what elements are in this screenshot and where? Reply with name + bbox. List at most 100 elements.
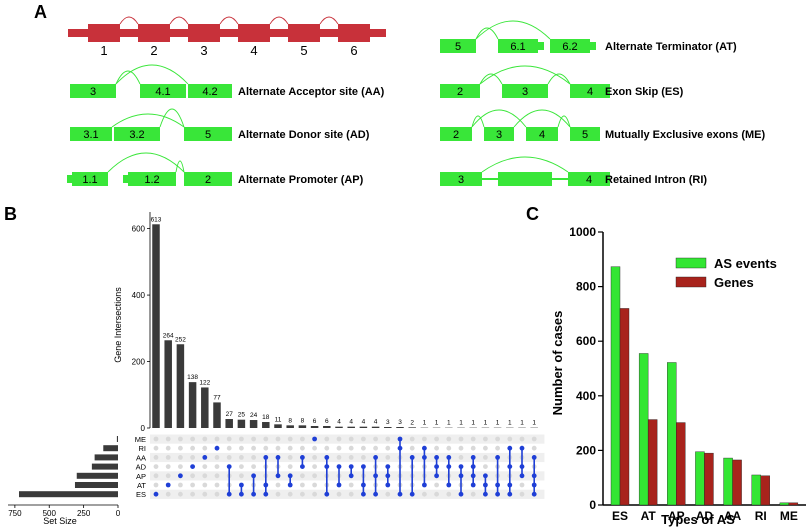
exon-label: 2 — [457, 86, 463, 98]
matrix-row-band — [150, 489, 545, 499]
splice-arc — [471, 109, 527, 128]
matrix-dot-inactive — [190, 436, 196, 442]
set-size-bar — [19, 491, 118, 498]
intersection-value-label: 1 — [459, 420, 463, 427]
intersection-value-label: 1 — [532, 420, 536, 427]
splice-arc — [479, 73, 503, 85]
matrix-dot-inactive — [361, 445, 366, 451]
matrix-dot-inactive — [165, 473, 171, 479]
matrix-dot-inactive — [458, 445, 464, 451]
matrix-dot-inactive — [519, 482, 525, 488]
matrix-dot-inactive — [483, 455, 488, 460]
panel-b-upset-plot: Gene Intersections Set Size 0 200 400 600 ME… — [8, 212, 545, 526]
matrix-dot-inactive — [373, 436, 378, 442]
splice-arc — [475, 20, 551, 40]
intersection-bar — [335, 426, 343, 428]
matrix-dot-inactive — [202, 473, 208, 479]
exon-label: 4 — [539, 129, 545, 141]
matrix-dot-active — [202, 455, 208, 460]
c-bar — [779, 502, 790, 506]
c-bar — [619, 308, 630, 506]
intersection-value-label: 3 — [386, 419, 390, 426]
matrix-dot-inactive — [531, 445, 537, 451]
event-label: Alternate Terminator (AT) — [605, 41, 737, 53]
matrix-dot-inactive — [287, 445, 293, 451]
matrix-dot-inactive — [226, 455, 232, 460]
matrix-dot-inactive — [214, 464, 220, 469]
exon-box — [114, 127, 160, 141]
reference-exon — [138, 24, 170, 42]
matrix-dot-inactive — [214, 455, 220, 460]
intersection-value-label: 4 — [349, 419, 353, 426]
matrix-dot-inactive — [385, 436, 391, 442]
c-x-tick-label: ES — [612, 509, 628, 523]
intersection-bar — [164, 340, 172, 428]
intersection-value-label: 18 — [262, 414, 270, 421]
matrix-dot-inactive — [202, 464, 208, 469]
upset-y-tick-label: 600 — [132, 225, 146, 234]
matrix-dot-inactive — [153, 473, 159, 479]
exon-box — [498, 172, 552, 186]
reference-exon — [88, 24, 120, 42]
matrix-dot-inactive — [446, 436, 452, 442]
matrix-dot-inactive — [434, 491, 439, 497]
set-name-label: AP — [136, 472, 146, 481]
upset-y-tick-label: 200 — [132, 358, 146, 367]
matrix-dot-inactive — [324, 445, 330, 451]
matrix-dot-inactive — [202, 445, 208, 451]
c-y-tick-label: 0 — [589, 498, 596, 512]
matrix-dot-inactive — [495, 436, 500, 442]
reference-splice-arc — [269, 16, 289, 25]
matrix-dot-inactive — [312, 464, 317, 469]
matrix-dot-inactive — [409, 445, 415, 451]
exon-box — [568, 172, 610, 186]
exon-label: 4 — [586, 174, 592, 186]
splice-arc — [513, 109, 571, 128]
c-x-tick-label: AD — [696, 509, 714, 523]
matrix-dot-inactive — [483, 436, 488, 442]
matrix-dot-inactive — [251, 464, 256, 469]
splice-arc — [111, 113, 185, 128]
c-bar — [695, 451, 705, 506]
matrix-dot-inactive — [239, 473, 244, 479]
exon-box — [550, 39, 590, 53]
matrix-dot-inactive — [434, 482, 439, 488]
matrix-dot-inactive — [300, 482, 305, 488]
set-size-bar — [91, 463, 118, 470]
matrix-dot-inactive — [214, 482, 220, 488]
matrix-dot-inactive — [470, 491, 476, 497]
upset-y-tick-label: 400 — [132, 291, 146, 300]
splice-arc — [547, 73, 571, 85]
matrix-dot-inactive — [178, 464, 183, 469]
intersection-value-label: 1 — [435, 420, 439, 427]
matrix-dot-inactive — [422, 491, 427, 497]
matrix-dot-inactive — [361, 436, 366, 442]
exon-box — [72, 172, 108, 186]
matrix-dot-inactive — [446, 445, 452, 451]
splice-arc — [557, 115, 571, 128]
event-label: Alternate Promoter (AP) — [238, 174, 364, 186]
intersection-bar — [323, 426, 331, 428]
exon-box — [498, 39, 538, 53]
matrix-dot-active — [165, 482, 171, 488]
exon-label: 5 — [582, 129, 588, 141]
intersection-value-label: 1 — [508, 420, 512, 427]
reference-splice-arc — [319, 16, 339, 25]
matrix-dot-inactive — [239, 445, 244, 451]
matrix-dot-inactive — [251, 436, 256, 442]
matrix-dot-inactive — [483, 464, 488, 469]
intersection-value-label: 6 — [313, 418, 317, 425]
panel-label-c: C — [526, 204, 539, 224]
set-name-label: RI — [139, 444, 147, 453]
exon-label: 6.2 — [562, 41, 577, 53]
matrix-dot-inactive — [202, 436, 208, 442]
panel-label-a: A — [34, 2, 47, 22]
exon-box — [188, 84, 232, 98]
reference-splice-arc — [169, 16, 189, 25]
intersection-value-label: 8 — [301, 417, 305, 424]
matrix-dot-inactive — [153, 464, 159, 469]
splice-arc — [107, 152, 185, 173]
c-x-axis-label: Types of AS — [661, 512, 735, 527]
exon-utr-stub — [67, 175, 72, 183]
set-name-label: AA — [136, 453, 146, 462]
